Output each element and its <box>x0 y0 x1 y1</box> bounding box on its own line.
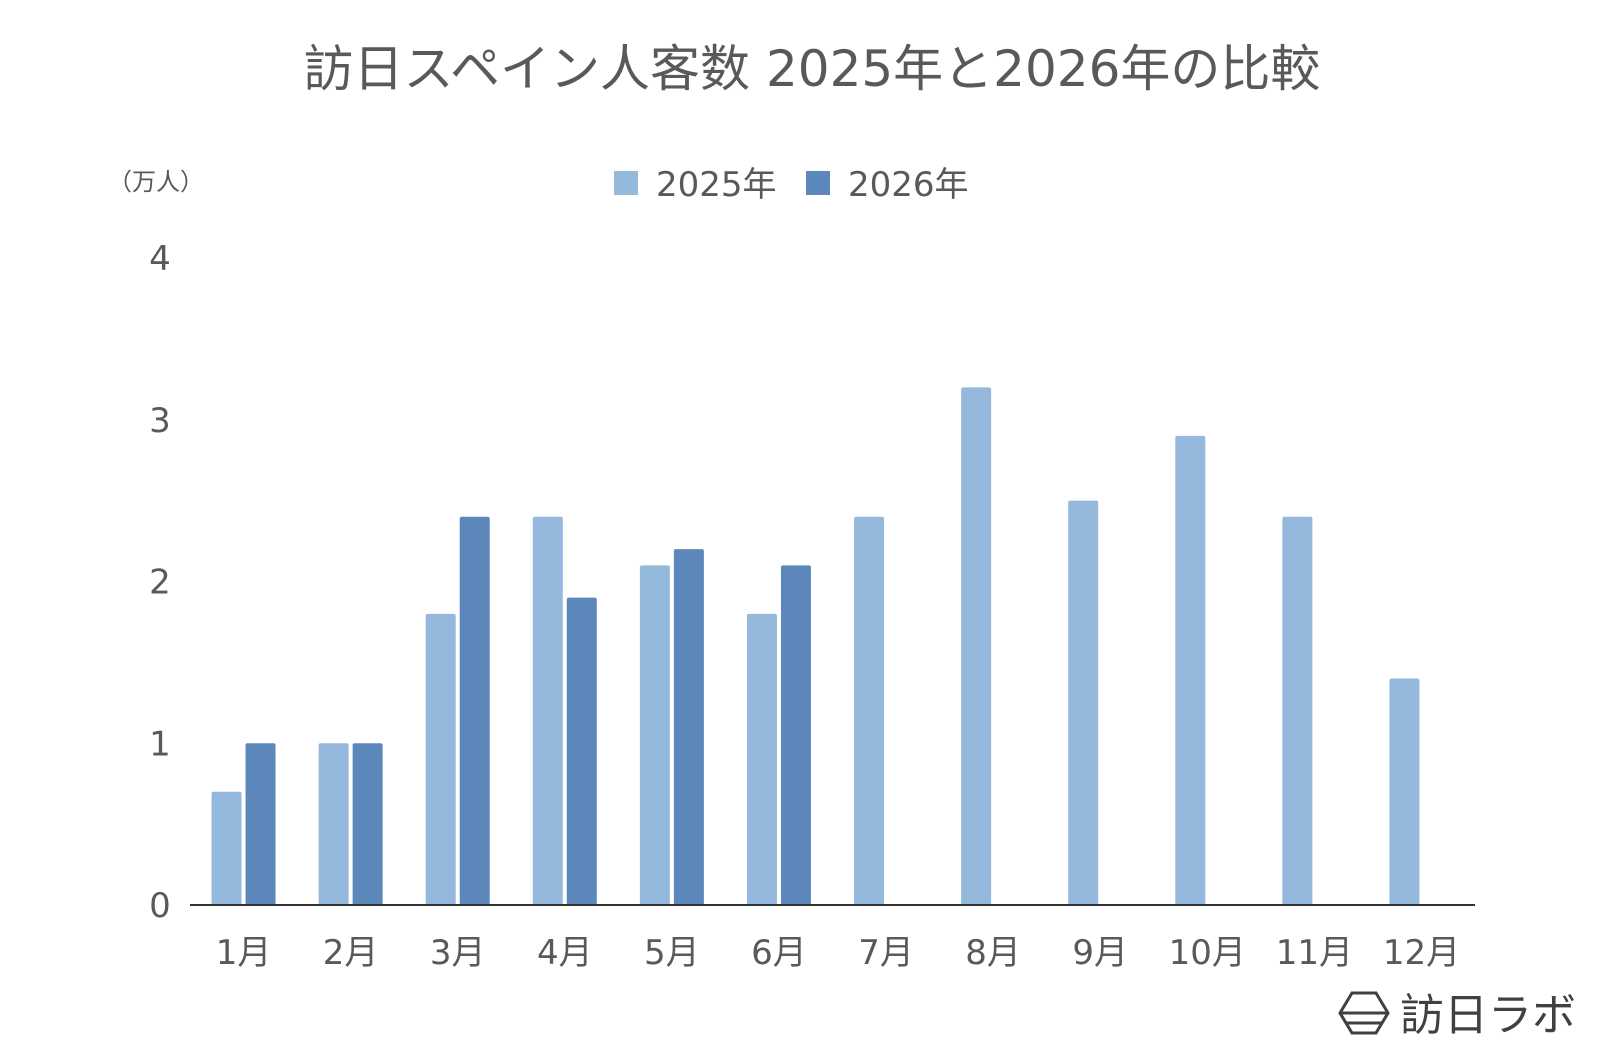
y-tick-label: 1 <box>149 724 171 764</box>
x-tick-label: 5月 <box>644 933 700 973</box>
bar-2025 <box>318 743 349 905</box>
y-axis-ticks: 0 1 2 3 4 <box>149 239 171 926</box>
x-tick-label: 7月 <box>858 933 914 973</box>
x-tick-label: 4月 <box>537 933 593 973</box>
bar-2026 <box>245 743 276 905</box>
x-tick-label: 10月 <box>1169 933 1246 973</box>
bar-2025 <box>746 613 777 905</box>
x-tick-label: 8月 <box>965 933 1021 973</box>
y-tick-label: 0 <box>149 886 171 926</box>
bar-2025 <box>532 516 563 905</box>
x-axis-ticks: 1月 2月 3月 4月 5月 6月 7月 8月 9月 10月 11月 12月 <box>216 933 1460 973</box>
x-tick-label: 11月 <box>1276 933 1353 973</box>
hexagon-logo-icon <box>1338 991 1390 1035</box>
bar-2026 <box>780 565 811 905</box>
bar-2025 <box>425 613 456 905</box>
bar-2025 <box>854 516 885 905</box>
bar-2025 <box>639 565 670 905</box>
bar-2025 <box>1389 678 1420 905</box>
y-axis-unit-label: （万人） <box>108 168 204 196</box>
legend-swatch <box>806 171 830 195</box>
bars <box>211 387 1420 905</box>
x-tick-label: 9月 <box>1072 933 1128 973</box>
brand-name: 訪日ラボ <box>1400 990 1576 1041</box>
legend-label: 2026年 <box>848 165 969 205</box>
y-tick-label: 2 <box>149 563 171 603</box>
bar-2026 <box>459 516 490 905</box>
legend: 2025年 2026年 <box>614 165 969 205</box>
bar-2026 <box>566 597 597 905</box>
x-tick-label: 2月 <box>323 933 379 973</box>
chart-title: 訪日スペイン人客数 2025年と2026年の比較 <box>304 40 1321 98</box>
x-tick-label: 6月 <box>751 933 807 973</box>
bar-2025 <box>1175 435 1206 905</box>
bar-2026 <box>352 743 383 905</box>
y-tick-label: 4 <box>149 239 171 279</box>
y-tick-label: 3 <box>149 401 171 441</box>
x-tick-label: 1月 <box>216 933 272 973</box>
x-tick-label: 12月 <box>1383 933 1460 973</box>
legend-label: 2025年 <box>656 165 777 205</box>
x-tick-label: 3月 <box>430 933 486 973</box>
bar-2025 <box>1282 516 1313 905</box>
bar-2025 <box>1068 500 1099 905</box>
bar-2025 <box>961 387 992 905</box>
bar-2025 <box>211 791 242 905</box>
legend-swatch <box>614 171 638 195</box>
brand-logo: 訪日ラボ <box>1338 990 1576 1041</box>
bar-2026 <box>673 549 704 905</box>
